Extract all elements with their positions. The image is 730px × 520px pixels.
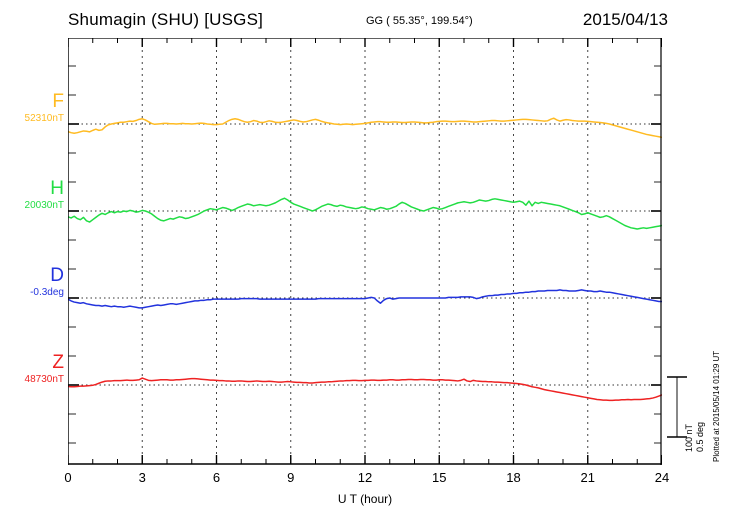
trace-h	[68, 197, 662, 230]
component-letter-h: H	[50, 178, 64, 199]
station-title: Shumagin (SHU) [USGS]	[68, 10, 264, 29]
trace-z	[68, 377, 662, 402]
component-value-f: 52310nT	[24, 113, 64, 124]
component-label-z: Z 48730nT	[2, 353, 64, 385]
gridlines	[141, 38, 589, 464]
x-tick-label-0: 0	[64, 470, 72, 485]
x-tick-label-6: 6	[212, 470, 221, 485]
x-tick-label-3: 3	[138, 470, 146, 485]
component-value-d: -0.3deg	[30, 287, 64, 298]
component-label-h: H 20030nT	[2, 179, 64, 211]
trace-lines	[68, 117, 662, 402]
plot-frame	[68, 38, 662, 465]
axis-ticks	[68, 38, 662, 464]
scale-bar-nt-label: 100 nT	[684, 423, 694, 452]
trace-d	[68, 289, 662, 309]
x-tick-label-15: 15	[432, 470, 447, 485]
component-label-f: F 52310nT	[2, 92, 64, 124]
geographic-coordinates: GG ( 55.35°, 199.54°)	[366, 15, 473, 27]
component-letter-d: D	[50, 265, 64, 286]
observation-date: 2015/04/13	[582, 10, 668, 29]
x-tick-label-24: 24	[654, 470, 670, 485]
x-tick-label-9: 9	[287, 470, 295, 485]
plot-canvas	[68, 38, 662, 465]
x-tick-label-12: 12	[357, 470, 373, 485]
magnetogram-plot	[68, 38, 662, 465]
x-tick-label-18: 18	[506, 470, 521, 485]
x-tick-label-21: 21	[580, 470, 595, 485]
plotted-at-timestamp: Plotted at 2015/05/14 01:29 UT	[712, 350, 721, 462]
component-letter-z: Z	[52, 352, 64, 373]
component-value-z: 48730nT	[24, 374, 64, 385]
trace-f	[68, 117, 662, 139]
scale-bar	[667, 376, 687, 438]
scale-bar-deg-label: 0.5 deg	[695, 421, 705, 452]
component-letter-f: F	[52, 91, 64, 112]
component-value-h: 20030nT	[24, 200, 64, 211]
x-axis-title: U T (hour)	[337, 492, 393, 506]
component-label-d: D -0.3deg	[2, 266, 64, 298]
